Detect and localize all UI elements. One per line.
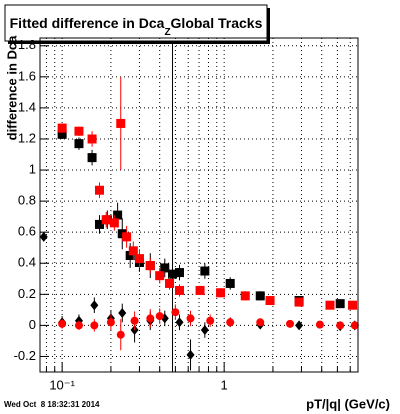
marker: [106, 318, 115, 327]
marker: [155, 271, 165, 281]
marker: [186, 349, 195, 360]
y-tick-label: 0: [29, 317, 36, 332]
marker: [216, 288, 226, 298]
marker: [175, 317, 184, 328]
marker: [174, 285, 184, 295]
marker: [116, 330, 125, 339]
marker: [286, 319, 295, 328]
marker: [336, 321, 345, 330]
marker: [87, 134, 97, 144]
marker: [122, 232, 132, 242]
marker: [125, 250, 135, 260]
marker: [74, 126, 84, 136]
marker: [186, 314, 195, 323]
marker: [315, 320, 324, 329]
y-tick-label: 1: [29, 161, 36, 176]
marker: [57, 123, 67, 133]
marker: [335, 299, 345, 309]
title-box: [4, 4, 268, 42]
marker: [87, 153, 97, 163]
y-tick-label: 0.4: [18, 255, 36, 270]
marker: [101, 215, 111, 225]
marker: [74, 321, 83, 330]
marker: [113, 210, 123, 220]
marker: [128, 246, 138, 256]
marker: [295, 320, 304, 331]
marker: [350, 321, 359, 330]
marker: [348, 300, 358, 310]
marker: [240, 291, 250, 301]
marker: [200, 325, 209, 336]
marker: [94, 185, 104, 195]
marker: [90, 321, 99, 330]
marker: [74, 139, 84, 149]
x-tick-label: 10⁻¹: [49, 377, 75, 392]
marker: [39, 231, 48, 242]
marker: [134, 254, 144, 264]
marker: [90, 300, 99, 311]
marker: [57, 129, 67, 139]
y-tick-label: 1.6: [18, 68, 36, 83]
marker: [155, 312, 164, 321]
marker: [225, 278, 235, 288]
marker: [256, 318, 265, 327]
y-axis-label: difference in Dca: [4, 35, 19, 141]
chart-title: Fitted difference in DcaZGlobal Tracks: [10, 15, 263, 38]
marker: [171, 308, 180, 317]
marker: [58, 319, 67, 328]
marker: [146, 314, 155, 323]
marker: [145, 261, 155, 271]
marker: [160, 263, 170, 273]
x-tick-label: 1: [221, 377, 228, 392]
marker: [200, 266, 210, 276]
marker: [168, 269, 178, 279]
marker: [206, 316, 215, 325]
y-tick-label: 1.4: [18, 99, 36, 114]
marker: [174, 268, 184, 278]
marker: [325, 300, 335, 310]
marker: [94, 219, 104, 229]
marker: [109, 218, 119, 228]
plot-frame: [39, 37, 359, 373]
marker: [165, 278, 175, 288]
marker: [226, 318, 235, 327]
y-tick-label: 0.6: [18, 224, 36, 239]
y-tick-label: 0.8: [18, 193, 36, 208]
marker: [195, 285, 205, 295]
x-axis-label: pT/|q| (GeV/c): [306, 396, 390, 411]
marker: [255, 291, 265, 301]
marker: [265, 296, 275, 306]
y-tick-label: -0.2: [14, 348, 36, 363]
y-tick-label: 1.2: [18, 130, 36, 145]
marker: [294, 297, 304, 307]
y-tick-label: 1.8: [18, 37, 36, 52]
y-tick-label: 0.2: [18, 286, 36, 301]
marker: [116, 118, 126, 128]
marker: [130, 316, 139, 325]
footer: Wed Oct 8 18:32:31 2014: [4, 400, 100, 409]
marker: [118, 307, 127, 318]
